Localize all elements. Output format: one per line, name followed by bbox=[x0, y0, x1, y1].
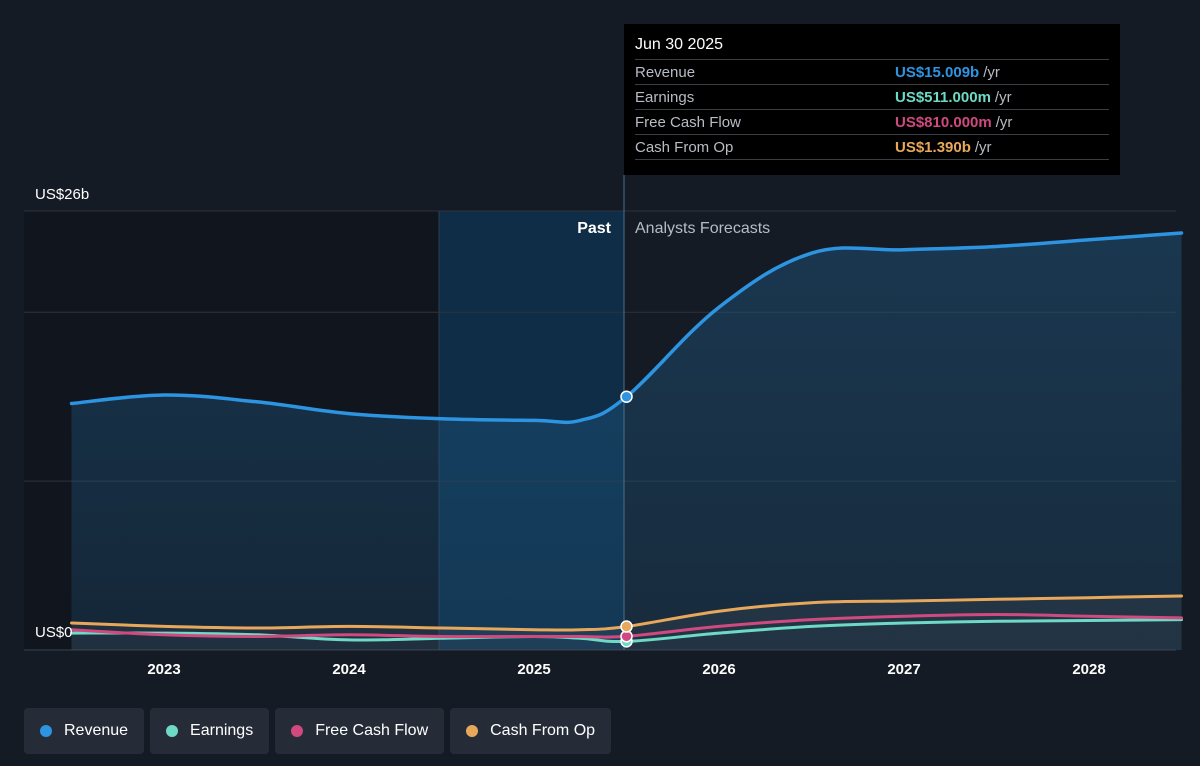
tooltip-row-earnings: Earnings US$511.000m /yr bbox=[635, 84, 1109, 109]
legend-label: Revenue bbox=[64, 722, 129, 739]
x-tick-label: 2025 bbox=[517, 661, 550, 678]
legend-dot-icon bbox=[291, 725, 304, 737]
marker-revenue bbox=[620, 390, 633, 403]
legend: Revenue Earnings Free Cash Flow Cash Fro… bbox=[24, 708, 612, 754]
series-line-revenue bbox=[69, 231, 1184, 425]
financials-chart: US$26b US$0 Past Analysts Forecasts 2023… bbox=[24, 175, 1184, 678]
series-markers bbox=[620, 390, 633, 648]
x-tick-label: 2024 bbox=[332, 661, 366, 678]
marker-cash-from-op bbox=[620, 620, 633, 633]
tooltip-unit: /yr bbox=[994, 88, 1012, 106]
x-tick-label: 2027 bbox=[887, 661, 920, 678]
y-axis-top-label: US$26b bbox=[35, 186, 89, 203]
legend-dot-icon bbox=[166, 725, 179, 737]
legend-label: Cash From Op bbox=[490, 722, 596, 739]
tooltip-label: Cash From Op bbox=[635, 138, 734, 156]
tooltip-date: Jun 30 2025 bbox=[635, 36, 724, 53]
past-label: Past bbox=[577, 220, 611, 237]
tooltip-value: US$810.000m bbox=[895, 113, 992, 131]
tooltip-label: Earnings bbox=[635, 88, 695, 106]
tooltip-label: Revenue bbox=[635, 63, 696, 81]
x-axis-ticks: 2023 2024 2025 2026 2027 2028 bbox=[147, 661, 1105, 678]
x-tick-label: 2023 bbox=[147, 661, 180, 678]
tooltip-unit: /yr bbox=[974, 138, 992, 156]
tooltip-value: US$15.009b bbox=[895, 63, 980, 81]
legend-dot-icon bbox=[40, 725, 52, 737]
tooltip-value: US$1.390b bbox=[895, 138, 971, 156]
tooltip-unit: /yr bbox=[995, 113, 1013, 131]
forecast-label: Analysts Forecasts bbox=[635, 220, 770, 237]
series-line-free-cash-flow bbox=[70, 612, 1183, 639]
revenue-area bbox=[71, 233, 1182, 650]
series-line-earnings bbox=[70, 618, 1183, 644]
tooltip-row-revenue: Revenue US$15.009b /yr bbox=[635, 59, 1109, 84]
tooltip-row-cash-from-op: Cash From Op US$1.390b /yr bbox=[635, 134, 1109, 160]
tooltip-value: US$511.000m bbox=[895, 88, 991, 106]
x-tick-label: 2028 bbox=[1072, 661, 1105, 678]
legend-item-earnings[interactable]: Earnings bbox=[150, 708, 270, 754]
legend-label: Free Cash Flow bbox=[315, 722, 429, 739]
x-tick-label: 2026 bbox=[702, 661, 735, 678]
hover-tooltip: Jun 30 2025 Revenue US$15.009b /yr Earni… bbox=[624, 24, 1120, 175]
tooltip-unit: /yr bbox=[983, 63, 1000, 81]
legend-dot-icon bbox=[466, 725, 479, 737]
legend-label: Earnings bbox=[190, 722, 254, 739]
series-lines bbox=[69, 231, 1184, 644]
revenue-area-fill bbox=[71, 233, 1182, 650]
legend-item-revenue[interactable]: Revenue bbox=[24, 708, 145, 754]
legend-item-cash-from-op[interactable]: Cash From Op bbox=[450, 708, 612, 754]
tooltip-row-free-cash-flow: Free Cash Flow US$810.000m /yr bbox=[635, 109, 1109, 134]
tooltip-label: Free Cash Flow bbox=[635, 113, 741, 131]
y-axis-bottom-label: US$0 bbox=[35, 624, 73, 641]
cash-from-op-area-fill bbox=[71, 596, 1182, 650]
legend-item-free-cash-flow[interactable]: Free Cash Flow bbox=[275, 708, 445, 754]
series-line-cash-from-op bbox=[70, 594, 1183, 632]
